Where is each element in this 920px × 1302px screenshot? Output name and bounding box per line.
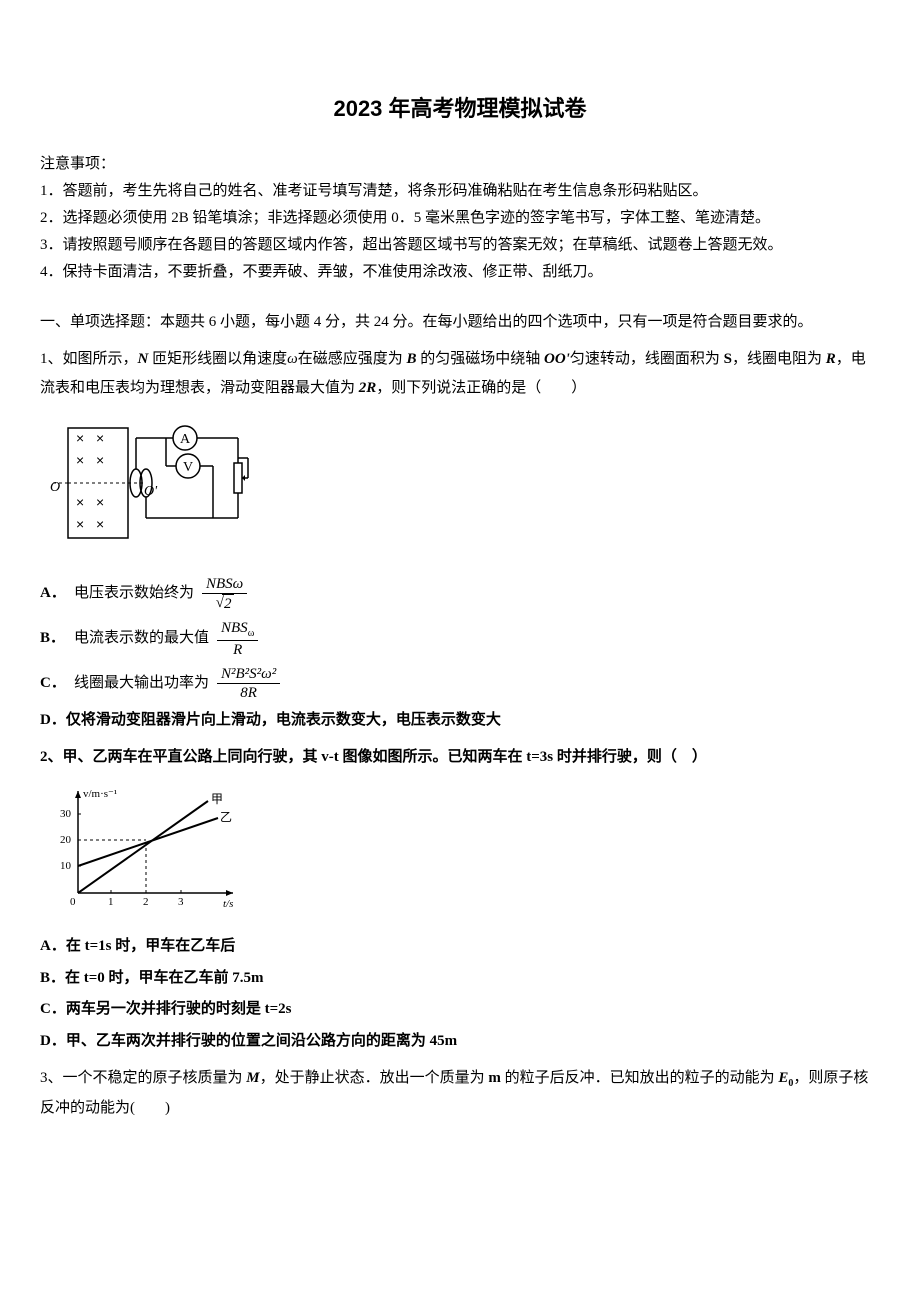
voltmeter-label: V: [183, 460, 193, 475]
svg-text:×: ×: [76, 430, 84, 446]
q3-m: m: [488, 1070, 501, 1086]
q1-text: 在磁感应强度为: [298, 351, 407, 367]
x-arrow-icon: [226, 890, 233, 896]
instruction-item: 2．选择题必须使用 2B 铅笔填涂；非选择题必须使用 0．5 毫米黑色字迹的签字…: [40, 205, 880, 232]
label-O: O: [50, 480, 60, 495]
q1-circuit-figure: O O' ×× ×× ×× ×× A: [48, 413, 880, 563]
q3-stem: 3、一个不稳定的原子核质量为 M，处于静止状态．放出一个质量为 m 的粒子后反冲…: [40, 1064, 880, 1123]
svg-text:×: ×: [96, 452, 104, 468]
option-text: D．仅将滑动变阻器滑片向上滑动，电流表示数变大，电压表示数变大: [40, 708, 501, 734]
q1-2R: 2R: [359, 380, 377, 396]
svg-text:×: ×: [76, 516, 84, 532]
section-intro: 一、单项选择题：本题共 6 小题，每小题 4 分，共 24 分。在每小题给出的四…: [40, 308, 880, 337]
q1-S: S: [724, 351, 732, 367]
vt-chart: v/m·s⁻¹ t/s 0 1 2 3 10 20 30 甲 乙: [48, 783, 248, 913]
q1-R: R: [826, 351, 836, 367]
q2-option-b: B．在 t=0 时，甲车在乙车前 7.5m: [40, 966, 880, 992]
question-1: 1、如图所示，N 匝矩形线圈以角速度ω在磁感应强度为 B 的匀强磁场中绕轴 OO…: [40, 345, 880, 734]
svg-text:×: ×: [96, 516, 104, 532]
instructions-block: 注意事项： 1．答题前，考生先将自己的姓名、准考证号填写清楚，将条形码准确粘贴在…: [40, 151, 880, 286]
q2-option-d: D．甲、乙车两次并排行驶的位置之间沿公路方向的距离为 45m: [40, 1029, 880, 1055]
option-text: 电压表示数始终为: [74, 581, 194, 607]
svg-text:×: ×: [96, 430, 104, 446]
num-text: NBS: [221, 620, 248, 636]
y-arrow-icon: [75, 791, 81, 798]
q1-N: N: [138, 351, 149, 367]
sqrt-body: 2: [222, 594, 234, 613]
instructions-header: 注意事项：: [40, 151, 880, 178]
ytick-10: 10: [60, 860, 72, 872]
x-axis-label: t/s: [223, 898, 233, 910]
svg-text:×: ×: [96, 494, 104, 510]
xtick-3: 3: [178, 896, 184, 908]
y-axis-label: v/m·s⁻¹: [83, 788, 117, 800]
numerator: NBSω: [202, 575, 247, 594]
numerator: N²B²S²ω²: [217, 665, 280, 684]
series-jia: [78, 801, 208, 893]
fraction: N²B²S²ω² 8R: [217, 665, 280, 702]
instruction-item: 3．请按照题号顺序在各题目的答题区域内作答，超出答题区域书写的答案无效；在草稿纸…: [40, 232, 880, 259]
num-sub: ω: [248, 628, 255, 639]
q2-option-c: C．两车另一次并排行驶的时刻是 t=2s: [40, 997, 880, 1023]
q3-text: ，处于静止状态．放出一个质量为: [260, 1070, 489, 1086]
q3-text: 3、一个不稳定的原子核质量为: [40, 1070, 246, 1086]
q1-text: 1、如图所示，: [40, 351, 138, 367]
q1-option-a: A． 电压表示数始终为 NBSω 2: [40, 575, 880, 613]
series-yi-label: 乙: [220, 810, 232, 824]
q1-OO: OO': [544, 351, 570, 367]
svg-text:×: ×: [76, 452, 84, 468]
xtick-1: 1: [108, 896, 114, 908]
series-jia-label: 甲: [211, 792, 223, 806]
q2-chart-figure: v/m·s⁻¹ t/s 0 1 2 3 10 20 30 甲 乙: [48, 783, 880, 923]
option-label: A．: [40, 581, 68, 607]
q3-text: 的粒子后反冲．已知放出的粒子的动能为: [501, 1070, 779, 1086]
denominator: 2: [212, 594, 238, 613]
field-crosses: × × × × × × × ×: [76, 430, 104, 532]
q1-text: ，则下列说法正确的是（ ）: [376, 380, 586, 396]
instruction-item: 4．保持卡面清洁，不要折叠，不要弄破、弄皱，不准使用涂改液、修正带、刮纸刀。: [40, 259, 880, 286]
q1-stem: 1、如图所示，N 匝矩形线圈以角速度ω在磁感应强度为 B 的匀强磁场中绕轴 OO…: [40, 345, 880, 404]
numerator: NBSω: [217, 619, 258, 641]
q1-option-d: D．仅将滑动变阻器滑片向上滑动，电流表示数变大，电压表示数变大: [40, 708, 880, 734]
q1-option-c: C． 线圈最大输出功率为 N²B²S²ω² 8R: [40, 665, 880, 702]
question-2: 2、甲、乙两车在平直公路上同向行驶，其 v-t 图像如图所示。已知两车在 t=3…: [40, 743, 880, 1054]
option-label: C．: [40, 671, 68, 697]
ytick-20: 20: [60, 834, 72, 846]
ytick-30: 30: [60, 808, 72, 820]
q1-text: 匝矩形线圈以角速度: [148, 351, 287, 367]
q1-text: 匀速转动，线圈面积为: [570, 351, 724, 367]
q1-omega: ω: [287, 351, 298, 367]
tick-0: 0: [70, 896, 76, 908]
rheostat-icon: [234, 463, 242, 493]
q2-option-a: A．在 t=1s 时，甲车在乙车后: [40, 934, 880, 960]
q3-M: M: [246, 1070, 259, 1086]
xtick-2: 2: [143, 896, 149, 908]
denominator: 8R: [236, 684, 261, 702]
q3-E0: E: [778, 1070, 788, 1086]
question-3: 3、一个不稳定的原子核质量为 M，处于静止状态．放出一个质量为 m 的粒子后反冲…: [40, 1064, 880, 1123]
q1-text: 的匀强磁场中绕轴: [417, 351, 545, 367]
denominator: R: [229, 641, 246, 659]
q1-B: B: [406, 351, 416, 367]
q2-stem: 2、甲、乙两车在平直公路上同向行驶，其 v-t 图像如图所示。已知两车在 t=3…: [40, 743, 880, 772]
ammeter-label: A: [180, 432, 191, 447]
fraction: NBSω R: [217, 619, 258, 659]
option-label: B．: [40, 626, 68, 652]
q1-text: ，线圈电阻为: [732, 351, 826, 367]
svg-text:×: ×: [76, 494, 84, 510]
instruction-item: 1．答题前，考生先将自己的姓名、准考证号填写清楚，将条形码准确粘贴在考生信息条形…: [40, 178, 880, 205]
option-text: 线圈最大输出功率为: [74, 671, 209, 697]
page-title: 2023 年高考物理模拟试卷: [40, 90, 880, 127]
q1-option-b: B． 电流表示数的最大值 NBSω R: [40, 619, 880, 659]
circuit-diagram: O O' ×× ×× ×× ×× A: [48, 413, 258, 553]
option-text: 电流表示数的最大值: [74, 626, 209, 652]
fraction: NBSω 2: [202, 575, 247, 613]
series-yi: [78, 818, 218, 866]
